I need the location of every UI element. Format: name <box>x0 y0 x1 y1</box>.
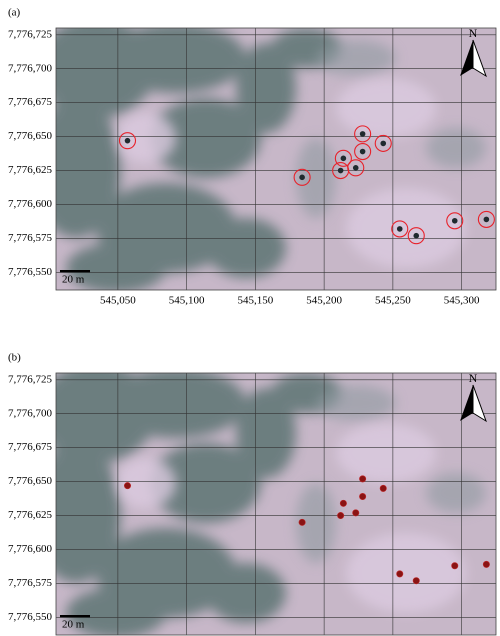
feature-blob <box>359 475 367 483</box>
x-tick-label: 545,100 <box>169 295 205 307</box>
map-panel: 545,050 545,100 545,150 545,200 545,250 545,3… <box>8 18 497 307</box>
y-tick-label: 7,776,550 <box>8 266 53 278</box>
feature-blob <box>412 577 420 585</box>
feature-dot <box>340 155 347 162</box>
feature-blob <box>337 512 345 520</box>
x-tick-label: 545,050 <box>100 295 136 307</box>
feature-blob <box>359 493 367 501</box>
north-arrow <box>460 385 473 421</box>
feature-blob <box>298 518 306 526</box>
y-tick-label: 7,776,625 <box>8 509 53 521</box>
feature-dot <box>299 174 305 181</box>
x-tick-label: 545,300 <box>444 295 480 307</box>
x-tick-label: 545,200 <box>306 295 342 307</box>
feature-dot <box>413 232 420 239</box>
feature-dot <box>359 148 366 155</box>
terrain <box>31 18 496 293</box>
map-frame <box>55 372 497 636</box>
y-tick-label: 7,776,600 <box>8 543 53 555</box>
feature-circle <box>347 159 365 177</box>
north-label: N <box>469 26 478 40</box>
y-tick-label: 7,776,625 <box>8 164 53 176</box>
scale-bar <box>60 270 90 273</box>
scale-bar <box>60 615 90 618</box>
feature-circle <box>334 149 352 167</box>
y-tick-label: 7,776,600 <box>8 198 53 210</box>
terrain <box>31 363 496 636</box>
x-tick-label: 545,150 <box>238 295 274 307</box>
feature-blob <box>451 562 459 570</box>
feature-circle <box>446 212 464 230</box>
north-arrow <box>472 39 487 78</box>
feature-blob <box>352 509 360 517</box>
y-tick-label: 7,776,575 <box>8 577 53 589</box>
feature-blob <box>124 482 132 490</box>
y-tick-label: 7,776,550 <box>8 611 53 623</box>
scale-bar-label: 20 m <box>62 619 85 631</box>
feature-circle <box>477 210 495 228</box>
feature-circle <box>354 142 372 161</box>
x-tick-label: 545,250 <box>375 295 411 307</box>
y-tick-label: 7,776,725 <box>8 373 53 385</box>
feature-blob <box>396 570 404 578</box>
feature-dot <box>451 217 458 224</box>
y-tick-label: 7,776,700 <box>8 407 53 419</box>
feature-dot <box>337 167 344 174</box>
feature-dot <box>124 137 131 144</box>
y-tick-label: 7,776,700 <box>8 62 53 74</box>
feature-blob <box>339 499 347 507</box>
feature-blob <box>379 484 387 492</box>
feature-circle <box>374 134 392 152</box>
map-frame <box>55 27 497 291</box>
feature-blob <box>482 560 490 568</box>
y-tick-label: 7,776,725 <box>8 28 53 40</box>
feature-circle <box>354 125 372 143</box>
y-tick-label: 7,776,650 <box>8 475 53 487</box>
feature-circle <box>391 220 409 238</box>
imagery <box>31 363 496 636</box>
panels: 545,050 545,100 545,150 545,200 545,250 545,3… <box>8 7 497 636</box>
feature-circle <box>407 227 425 245</box>
feature-dot <box>483 216 490 223</box>
map-panel: 545,050545,100545,150545,200545,250545,3… <box>8 363 497 636</box>
imagery <box>31 18 496 293</box>
feature-dot <box>380 140 387 147</box>
y-tick-label: 7,776,675 <box>8 441 53 453</box>
feature-dot <box>396 226 403 232</box>
feature-dot <box>359 131 366 137</box>
y-tick-label: 7,776,575 <box>8 232 53 244</box>
north-arrow <box>472 384 487 423</box>
scale-bar-label: 20 m <box>62 274 85 286</box>
y-tick-label: 7,776,675 <box>8 96 53 108</box>
north-arrow <box>460 40 473 76</box>
feature-circle <box>118 132 137 150</box>
feature-circle <box>293 168 311 186</box>
panel-label: (a) <box>8 7 21 19</box>
north-label: N <box>469 371 478 385</box>
y-tick-label: 7,776,650 <box>8 130 53 142</box>
panel-label: (b) <box>8 352 21 364</box>
feature-dot <box>352 165 359 171</box>
